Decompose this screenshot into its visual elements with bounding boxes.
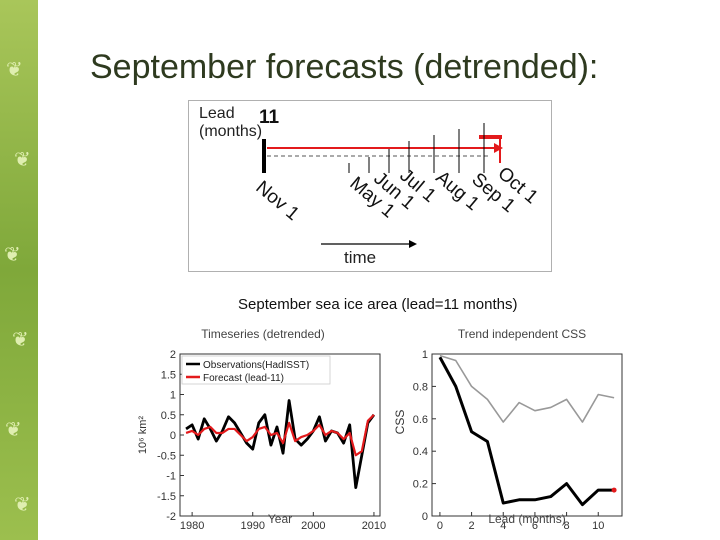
- y-tick-label: 0.5: [161, 410, 176, 422]
- css-chart: Trend independent CSS 0 0.2 0.4 0.6 0.8 1 0 2 4…: [393, 327, 623, 532]
- x-tick-label: 2000: [301, 520, 325, 532]
- x-tick-label: 2: [469, 520, 475, 532]
- x-tick-label: 10: [592, 520, 604, 532]
- schematic-graphics: [262, 123, 503, 248]
- series-line-0: [438, 356, 615, 507]
- series-line-0: [185, 399, 376, 490]
- time-arrowhead-icon: [409, 240, 417, 248]
- y-tick-label: 0: [170, 430, 176, 442]
- leaf-icon: ❦: [12, 329, 29, 351]
- y-tick-label: 0.2: [413, 479, 428, 491]
- leaf-icon: ❦: [14, 494, 31, 516]
- chart-title: Trend independent CSS: [458, 327, 586, 341]
- series-line-1: [439, 354, 615, 423]
- x-tick-label: 4: [500, 520, 506, 532]
- y-tick-label: 2: [170, 349, 176, 361]
- x-tick-label: 0: [437, 520, 443, 532]
- x-tick-label: 1990: [240, 520, 264, 532]
- figure-title: September sea ice area (lead=11 months): [238, 296, 518, 313]
- legend-box: [181, 355, 331, 385]
- x-axis-label: Lead (months): [488, 512, 565, 526]
- forecast-arrowhead-icon: [494, 143, 503, 153]
- y-axis-label: 10⁶ km²: [137, 416, 149, 454]
- x-tick-label: 2010: [362, 520, 386, 532]
- y-axis-label: CSS: [393, 410, 407, 435]
- y-tick-label: -1: [166, 471, 176, 483]
- decorative-leaf-border: ❦ ❦ ❦ ❦ ❦ ❦: [0, 0, 38, 540]
- lead-units-label: (months): [199, 123, 263, 140]
- chart-title: Timeseries (detrended): [201, 327, 325, 341]
- x-axis-label: Year: [268, 512, 292, 526]
- timeseries-chart: Timeseries (detrended) -2 -1.5 -1 -0.5 0 0.5 1…: [137, 327, 386, 532]
- leaf-icon: ❦: [14, 149, 31, 171]
- lead-time-schematic: Lead (months) 11 Nov 1 May 1 Jun 1 Jul 1…: [188, 100, 552, 272]
- legend-label-observations: Observations(HadISST): [203, 360, 309, 371]
- leaf-icon: ❦: [4, 244, 21, 266]
- y-tick-label: 0: [422, 511, 428, 523]
- endpoint-marker: [611, 487, 617, 493]
- lead-value: 11: [259, 107, 280, 128]
- y-tick-label: -0.5: [157, 450, 176, 462]
- time-label: time: [344, 248, 377, 267]
- y-tick-label: 1: [170, 390, 176, 402]
- leaf-icon: ❦: [5, 419, 22, 441]
- legend: Observations(HadISST) Forecast (lead-11): [181, 355, 331, 385]
- x-tick-label: 1980: [180, 520, 204, 532]
- x-tick-label: 8: [564, 520, 570, 532]
- slide-title: September forecasts (detrended):: [90, 48, 599, 86]
- leaf-icon: ❦: [6, 59, 23, 81]
- lead-label: Lead: [199, 105, 235, 122]
- y-tick-label: 1.5: [161, 369, 176, 381]
- y-tick-label: -2: [166, 511, 176, 523]
- y-tick-label: 0.4: [413, 446, 428, 458]
- y-tick-label: 1: [422, 349, 428, 361]
- y-tick-label: 0.6: [413, 414, 428, 426]
- y-tick-label: 0.8: [413, 381, 428, 393]
- series-line-1: [185, 413, 375, 457]
- x-tick-label: 6: [532, 520, 538, 532]
- y-tick-label: -1.5: [157, 491, 176, 503]
- legend-label-forecast: Forecast (lead-11): [203, 373, 284, 384]
- plot-frame: [431, 353, 623, 517]
